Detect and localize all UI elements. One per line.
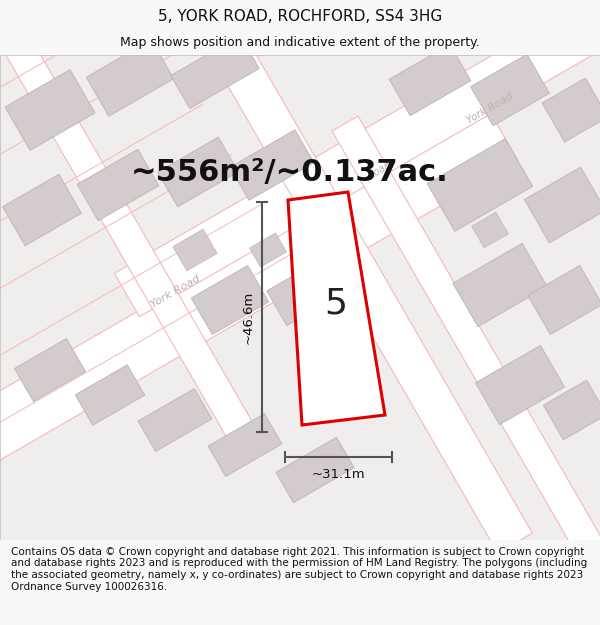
Polygon shape (476, 346, 565, 424)
Polygon shape (171, 36, 259, 109)
Text: Contains OS data © Crown copyright and database right 2021. This information is : Contains OS data © Crown copyright and d… (11, 547, 587, 592)
Polygon shape (158, 137, 238, 207)
Polygon shape (115, 0, 600, 317)
Polygon shape (524, 167, 600, 243)
Text: 5: 5 (324, 286, 347, 320)
Polygon shape (276, 438, 354, 503)
Polygon shape (453, 243, 547, 327)
Polygon shape (544, 380, 600, 440)
Polygon shape (288, 192, 385, 425)
Text: ~556m²/~0.137ac.: ~556m²/~0.137ac. (131, 158, 449, 186)
Polygon shape (542, 78, 600, 142)
Polygon shape (148, 0, 532, 553)
Text: York Road: York Road (149, 274, 202, 310)
Polygon shape (5, 69, 95, 151)
Polygon shape (267, 258, 343, 326)
Polygon shape (86, 40, 174, 116)
Polygon shape (472, 212, 508, 248)
Polygon shape (208, 414, 282, 476)
Text: Road: Road (367, 159, 394, 181)
Polygon shape (528, 266, 600, 334)
Polygon shape (389, 44, 471, 116)
Polygon shape (230, 130, 314, 200)
Polygon shape (250, 233, 286, 267)
Text: York Road: York Road (465, 91, 515, 125)
Polygon shape (427, 139, 533, 231)
Polygon shape (332, 116, 600, 564)
Polygon shape (191, 266, 269, 334)
Polygon shape (0, 16, 268, 464)
Polygon shape (75, 365, 145, 425)
Polygon shape (0, 109, 518, 511)
Text: 5, YORK ROAD, ROCHFORD, SS4 3HG: 5, YORK ROAD, ROCHFORD, SS4 3HG (158, 9, 442, 24)
Polygon shape (470, 54, 550, 126)
Text: ~31.1m: ~31.1m (311, 468, 365, 481)
Polygon shape (138, 389, 212, 451)
Polygon shape (0, 55, 600, 540)
Text: Map shows position and indicative extent of the property.: Map shows position and indicative extent… (120, 36, 480, 49)
Polygon shape (77, 149, 159, 221)
Polygon shape (173, 229, 217, 271)
Polygon shape (2, 174, 82, 246)
Text: ~46.6m: ~46.6m (241, 291, 254, 344)
Polygon shape (14, 339, 85, 401)
